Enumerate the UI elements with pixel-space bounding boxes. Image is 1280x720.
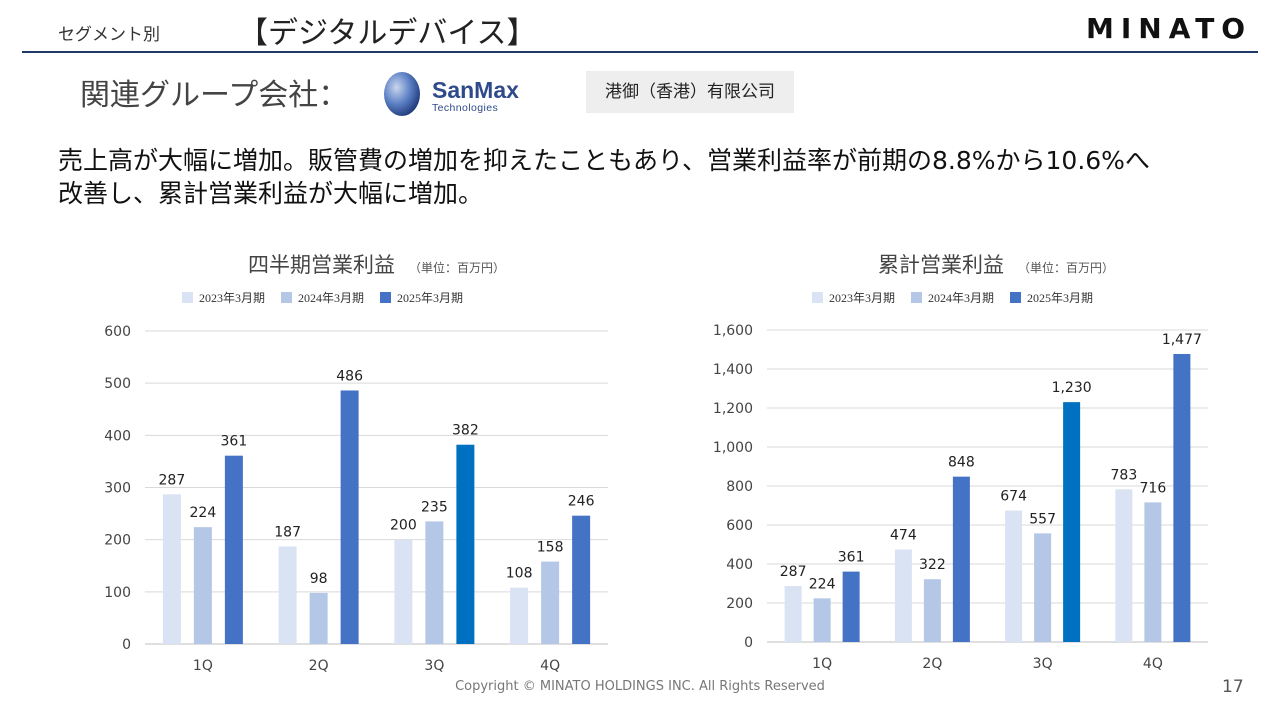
legend-swatch-2025 [1010,292,1022,303]
quarterly-bar [456,444,475,644]
svg-text:SanMax: SanMax [432,77,519,103]
quarterly-data-label: 98 [310,571,328,587]
quarterly-y-tick-label: 600 [104,324,131,340]
quarterly-x-tick-label: 2Q [309,658,329,674]
segment-label: セグメント別 [58,25,160,45]
legend-swatch-2024 [911,292,923,303]
quarterly-data-label: 287 [159,472,186,488]
quarterly-data-label: 361 [221,434,248,450]
legend-item-2024: 2024年3月期 [281,289,364,306]
legend-item-2025: 2025年3月期 [1010,289,1093,306]
quarterly-data-label: 200 [390,518,417,534]
legend-item-2024: 2024年3月期 [911,289,994,306]
quarterly-y-tick-label: 400 [104,428,131,444]
quarterly-chart-title: 四半期営業利益 （単位：百万円） [248,249,505,279]
quarterly-bar [278,546,297,644]
quarterly-data-label: 158 [537,540,564,556]
legend-label-2025: 2025年3月期 [397,291,464,305]
cumulative-chart-title: 累計営業利益 （単位：百万円） [878,249,1114,279]
segment-title: 【デジタルデバイス】 [238,16,537,51]
quarterly-data-label: 187 [274,524,301,540]
quarterly-chart-title-text: 四半期営業利益 [248,253,395,277]
quarterly-x-tick-label: 4Q [540,658,560,674]
legend-label-2023: 2023年3月期 [829,291,896,305]
legend-item-2023: 2023年3月期 [812,289,895,306]
legend-item-2025: 2025年3月期 [380,289,463,306]
quarterly-data-label: 486 [336,368,363,384]
copyright-footer: Copyright © MINATO HOLDINGS INC. All Rig… [455,679,825,694]
sanmax-logo: SanMax Technologies [384,72,519,116]
quarterly-bar [224,455,243,644]
quarterly-chart-unit: （単位：百万円） [409,261,506,275]
header-divider [22,51,1258,53]
cumulative-chart-title-text: 累計営業利益 [878,253,1004,277]
quarterly-bar [394,539,413,644]
related-company-label: 関連グループ会社： [80,78,349,113]
quarterly-bar [572,515,591,644]
cumulative-chart-unit: （単位：百万円） [1018,261,1115,275]
legend-label-2024: 2024年3月期 [298,291,365,305]
quarterly-y-tick-label: 200 [104,533,131,549]
company-name-box: 港御（香港）有限公司 [586,71,794,113]
quarterly-bar [193,527,212,644]
quarterly-x-tick-label: 3Q [424,658,444,674]
legend-item-2023: 2023年3月期 [182,289,265,306]
quarterly-chart-legend: 2023年3月期 2024年3月期 2025年3月期 [182,289,463,306]
quarterly-data-label: 235 [421,499,448,515]
legend-label-2025: 2025年3月期 [1027,291,1094,305]
quarterly-y-tick-label: 100 [104,585,131,601]
quarterly-bar [309,592,328,644]
quarterly-bar [340,390,359,644]
summary-line-2: 改善し、累計営業利益が大幅に増加。 [58,179,484,208]
minato-logo: MINATO [1086,12,1253,45]
quarterly-bar [541,561,560,644]
quarterly-y-tick-label: 500 [104,376,131,392]
summary-line-1: 売上高が大幅に増加。販管費の増加を抑えたこともあり、営業利益率が前期の8.8%か… [58,146,1150,175]
quarterly-bar [425,521,444,644]
svg-text:Technologies: Technologies [432,102,498,114]
legend-swatch-2025 [380,292,392,303]
quarterly-data-label: 382 [452,423,479,439]
legend-swatch-2023 [182,292,193,303]
summary-text: 売上高が大幅に増加。販管費の増加を抑えたこともあり、営業利益率が前期の8.8%か… [58,144,1258,210]
page-number: 17 [1222,677,1244,697]
legend-label-2023: 2023年3月期 [199,291,266,305]
cumulative-chart-legend: 2023年3月期 2024年3月期 2025年3月期 [812,289,1093,306]
legend-swatch-2024 [281,292,293,303]
quarterly-data-label: 108 [506,566,533,582]
legend-swatch-2023 [812,292,823,303]
quarterly-x-tick-label: 1Q [193,658,213,674]
quarterly-bar [510,587,529,644]
quarterly-y-tick-label: 300 [104,481,131,497]
quarterly-data-label: 246 [568,494,595,510]
quarterly-y-tick-label: 0 [122,637,131,653]
quarterly-data-label: 224 [190,505,217,521]
quarterly-bar [162,494,181,644]
legend-label-2024: 2024年3月期 [928,291,995,305]
